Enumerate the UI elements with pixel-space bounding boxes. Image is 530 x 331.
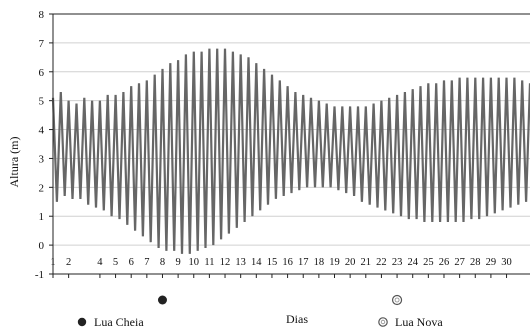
x-tick-label: 28 — [470, 257, 481, 268]
y-tick-label: 7 — [39, 38, 45, 50]
x-tick-label: 29 — [486, 257, 497, 268]
x-tick-label: 15 — [267, 257, 278, 268]
x-tick-label: 22 — [376, 257, 387, 268]
full-moon-icon — [157, 295, 167, 305]
y-tick-label: 5 — [39, 96, 45, 108]
y-tick-label: 3 — [39, 153, 45, 165]
new-moon-icon-inner — [394, 297, 400, 303]
x-tick-label: 13 — [235, 257, 246, 268]
x-tick-label: 6 — [129, 257, 134, 268]
x-axis-title: Dias — [286, 312, 308, 326]
y-tick-label: 6 — [39, 67, 45, 79]
x-tick-label: 4 — [97, 257, 103, 268]
x-tick-label: 27 — [454, 257, 465, 268]
x-tick-label: 10 — [189, 257, 200, 268]
y-tick-label: 4 — [39, 125, 45, 137]
full-moon-icon — [77, 317, 87, 327]
x-tick-label: 19 — [329, 257, 340, 268]
x-tick-label: 26 — [439, 257, 450, 268]
x-tick-label: 5 — [113, 257, 118, 268]
y-tick-label: 0 — [39, 240, 45, 252]
new-moon-icon — [391, 294, 403, 306]
legend-label-full-moon: Lua Cheia — [94, 315, 144, 329]
x-tick-label: 24 — [407, 257, 418, 268]
x-tick-label: 21 — [361, 257, 372, 268]
moon-phase-markers — [157, 294, 403, 306]
tide-height-line — [51, 48, 530, 254]
x-tick-label: 30 — [501, 257, 512, 268]
y-tick-label: 8 — [39, 9, 45, 21]
x-axis-ticks: 1 2 4 5 6 7 8 9 10 11 12 13 14 15 16 17 18 19 20 21 22 23 24 25… — [50, 257, 512, 278]
x-tick-label: 17 — [298, 257, 309, 268]
legend-item-new-moon: Lua Nova — [378, 315, 443, 329]
y-tick-label: 1 — [39, 211, 45, 223]
x-tick-label: 23 — [392, 257, 403, 268]
x-tick-label: 2 — [66, 257, 71, 268]
legend-label-new-moon: Lua Nova — [395, 315, 443, 329]
tide-series — [51, 48, 530, 254]
x-tick-label: 8 — [160, 257, 165, 268]
plot-frame — [52, 13, 530, 275]
y-tick-label: -1 — [35, 269, 44, 281]
x-tick-label: 9 — [175, 257, 180, 268]
new-moon-icon — [378, 317, 388, 327]
x-tick-label: 25 — [423, 257, 434, 268]
x-tick-label: 20 — [345, 257, 356, 268]
x-tick-label: 14 — [251, 257, 262, 268]
x-tick-label: 18 — [314, 257, 325, 268]
y-tick-label: 2 — [39, 182, 45, 194]
x-tick-label: 11 — [204, 257, 214, 268]
x-tick-label: 12 — [220, 257, 231, 268]
x-tick-label: 7 — [144, 257, 149, 268]
legend-item-full-moon: Lua Cheia — [77, 315, 144, 329]
y-axis-title: Altura (m) — [7, 137, 21, 188]
x-tick-label: 1 — [50, 257, 55, 268]
x-tick-label: 16 — [282, 257, 293, 268]
new-moon-icon-inner — [380, 319, 386, 325]
legend: Lua Cheia Lua Nova — [77, 315, 443, 329]
